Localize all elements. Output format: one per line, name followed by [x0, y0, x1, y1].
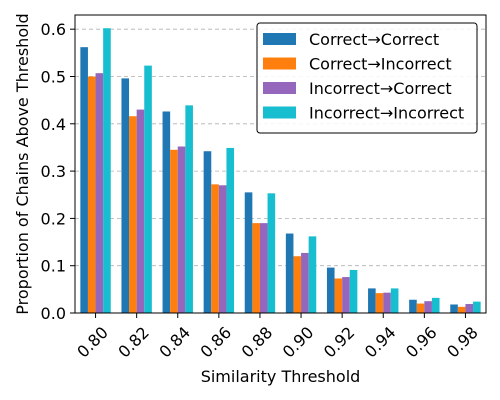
bar-3-4: [268, 193, 276, 313]
bar-3-3: [226, 148, 234, 313]
bar-2-2: [178, 146, 186, 313]
x-tick-label: 0.84: [155, 323, 194, 362]
bar-3-6: [350, 270, 358, 313]
bar-2-7: [383, 293, 391, 313]
bar-0-5: [286, 234, 294, 313]
bar-2-8: [424, 301, 432, 313]
x-tick-label: 0.88: [238, 323, 277, 362]
legend-label: Correct→Incorrect: [309, 55, 452, 74]
legend: Correct→Correct Correct→Incorrect Incorrec…: [257, 23, 477, 133]
bar-1-3: [211, 184, 219, 313]
bar-0-0: [80, 47, 88, 313]
x-tick-label: 0.90: [279, 323, 318, 362]
legend-swatch: [263, 58, 296, 70]
bar-1-1: [129, 116, 137, 313]
legend-swatch: [263, 82, 296, 94]
legend-label: Incorrect→Correct: [309, 79, 452, 98]
bar-2-5: [301, 253, 309, 313]
bar-3-2: [185, 105, 193, 313]
bar-1-8: [417, 304, 425, 313]
bar-2-4: [260, 223, 268, 313]
bar-1-0: [88, 76, 96, 313]
bar-3-5: [309, 236, 317, 313]
y-tick-label: 0.3: [41, 162, 66, 181]
bar-1-7: [376, 293, 384, 313]
legend-label: Incorrect→Incorrect: [309, 104, 464, 123]
x-axis-ticks: 0.80 0.82 0.84 0.86 0.88 0.90 0.92 0.94 0.96 0.98: [73, 313, 482, 362]
bar-3-9: [473, 302, 481, 313]
y-axis-ticks: 0.0 0.1 0.2 0.3 0.4 0.5 0.6: [41, 20, 75, 323]
x-tick-label: 0.96: [402, 323, 441, 362]
bar-3-8: [432, 298, 440, 313]
y-tick-label: 0.0: [41, 304, 66, 323]
bar-3-1: [144, 66, 152, 313]
bar-0-7: [368, 288, 376, 313]
bar-1-6: [335, 278, 343, 313]
legend-label: Correct→Correct: [309, 30, 439, 49]
x-tick-label: 0.86: [197, 323, 236, 362]
x-tick-label: 0.98: [443, 323, 482, 362]
x-tick-label: 0.82: [114, 323, 153, 362]
legend-swatch: [263, 33, 296, 45]
x-tick-label: 0.92: [320, 323, 359, 362]
bar-2-0: [96, 73, 104, 313]
bar-0-2: [163, 111, 171, 313]
bar-0-3: [204, 151, 212, 313]
bar-0-1: [121, 78, 129, 313]
x-axis-title: Similarity Threshold: [201, 367, 361, 386]
bar-2-3: [219, 185, 227, 313]
y-tick-label: 0.1: [41, 257, 66, 276]
bar-0-9: [450, 304, 458, 313]
bar-2-9: [465, 304, 473, 313]
bar-3-0: [103, 28, 111, 313]
bar-3-7: [391, 288, 399, 313]
y-tick-label: 0.6: [41, 20, 66, 39]
bar-1-4: [252, 223, 260, 313]
bar-0-6: [327, 268, 335, 313]
bar-1-2: [170, 150, 178, 313]
x-tick-label: 0.80: [73, 323, 112, 362]
bar-0-4: [245, 192, 253, 313]
bar-0-8: [409, 300, 417, 313]
bar-1-5: [293, 256, 301, 313]
y-axis-title: Proportion of Chains Above Threshold: [13, 13, 32, 314]
bar-2-6: [342, 277, 350, 313]
legend-swatch: [263, 107, 296, 119]
x-tick-label: 0.94: [361, 323, 400, 362]
bar-2-1: [137, 110, 145, 313]
bar-1-9: [458, 307, 466, 313]
y-tick-label: 0.5: [41, 67, 66, 86]
y-tick-label: 0.2: [41, 209, 66, 228]
y-tick-label: 0.4: [41, 115, 66, 134]
